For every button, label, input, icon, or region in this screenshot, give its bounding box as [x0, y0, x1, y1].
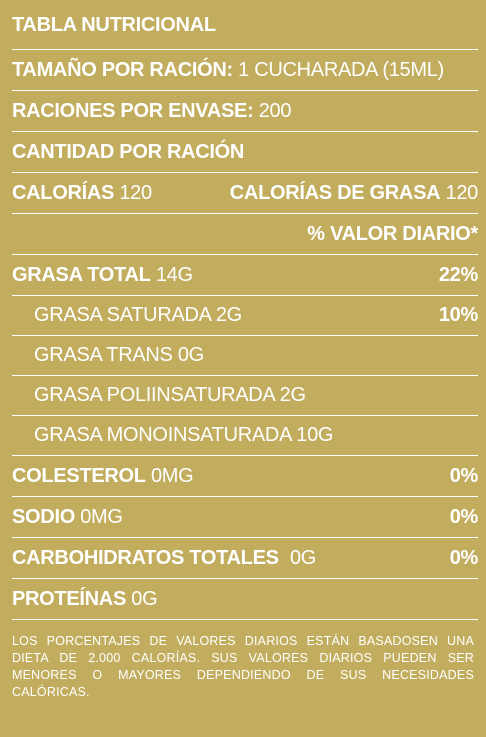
cholesterol-row: COLESTEROL 0MG 0%	[12, 456, 478, 497]
protein-row: PROTEÍNAS 0G	[12, 579, 478, 620]
trans-fat-label: GRASA TRANS 0G	[34, 344, 204, 366]
daily-value-footnote: LOS PORCENTAJES DE VALORES DIARIOS ESTÁN…	[12, 634, 474, 699]
serving-size-row: TAMAÑO POR RACIÓN: 1 CUCHARADA (15ML)	[12, 50, 478, 91]
sodium-row: SODIO 0MG 0%	[12, 497, 478, 538]
calories-value: 120	[119, 181, 152, 204]
saturated-fat-percent: 10%	[438, 304, 478, 326]
serving-size-label: TAMAÑO POR RACIÓN:	[12, 58, 233, 81]
fat-calories-label: CALORÍAS DE GRASA	[229, 181, 441, 204]
sodium-label: SODIO	[12, 505, 75, 528]
saturated-fat-label: GRASA SATURADA 2G	[34, 304, 242, 326]
amount-per-serving-row: CANTIDAD POR RACIÓN	[12, 132, 478, 173]
cholesterol-percent: 0%	[449, 464, 479, 487]
total-fat-value: 14G	[155, 263, 193, 286]
monounsaturated-fat-row: GRASA MONOINSATURADA 10G	[12, 416, 478, 456]
total-fat-label: GRASA TOTAL	[12, 263, 151, 286]
calories-label: CALORÍAS	[12, 181, 115, 204]
sodium-percent: 0%	[449, 505, 479, 528]
polyunsaturated-fat-row: GRASA POLIINSATURADA 2G	[12, 376, 478, 416]
nutrition-title-row: TABLA NUTRICIONAL	[12, 0, 478, 50]
amount-per-serving-label: CANTIDAD POR RACIÓN	[12, 140, 245, 163]
polyunsaturated-fat-label: GRASA POLIINSATURADA 2G	[34, 384, 306, 406]
servings-per-container-value: 200	[258, 99, 292, 122]
daily-value-header-row: % VALOR DIARIO*	[12, 214, 478, 255]
protein-value: 0G	[131, 587, 158, 610]
carbohydrates-row: CARBOHIDRATOS TOTALES 0G 0%	[12, 538, 478, 579]
total-fat-percent: 22%	[438, 263, 478, 286]
calories-row: CALORÍAS 120 CALORÍAS DE GRASA 120	[12, 173, 478, 214]
trans-fat-row: GRASA TRANS 0G	[12, 336, 478, 376]
carbohydrates-label: CARBOHIDRATOS TOTALES	[12, 546, 279, 569]
cholesterol-value: 0MG	[150, 464, 194, 487]
carbohydrates-value: 0G	[289, 546, 317, 569]
saturated-fat-row: GRASA SATURADA 2G 10%	[12, 296, 478, 336]
total-fat-row: GRASA TOTAL 14G 22%	[12, 255, 478, 296]
monounsaturated-fat-label: GRASA MONOINSATURADA 10G	[34, 424, 334, 446]
daily-value-header: % VALOR DIARIO*	[307, 222, 478, 245]
carbohydrates-percent: 0%	[449, 546, 479, 569]
nutrition-title: TABLA NUTRICIONAL	[12, 14, 216, 36]
servings-per-container-row: RACIONES POR ENVASE: 200	[12, 91, 478, 132]
cholesterol-label: COLESTEROL	[12, 464, 146, 487]
serving-size-value: 1 CUCHARADA (15ML)	[238, 58, 444, 81]
protein-label: PROTEÍNAS	[12, 587, 126, 610]
sodium-value: 0MG	[80, 505, 123, 528]
fat-calories-value: 120	[445, 181, 479, 204]
servings-per-container-label: RACIONES POR ENVASE:	[12, 99, 254, 122]
